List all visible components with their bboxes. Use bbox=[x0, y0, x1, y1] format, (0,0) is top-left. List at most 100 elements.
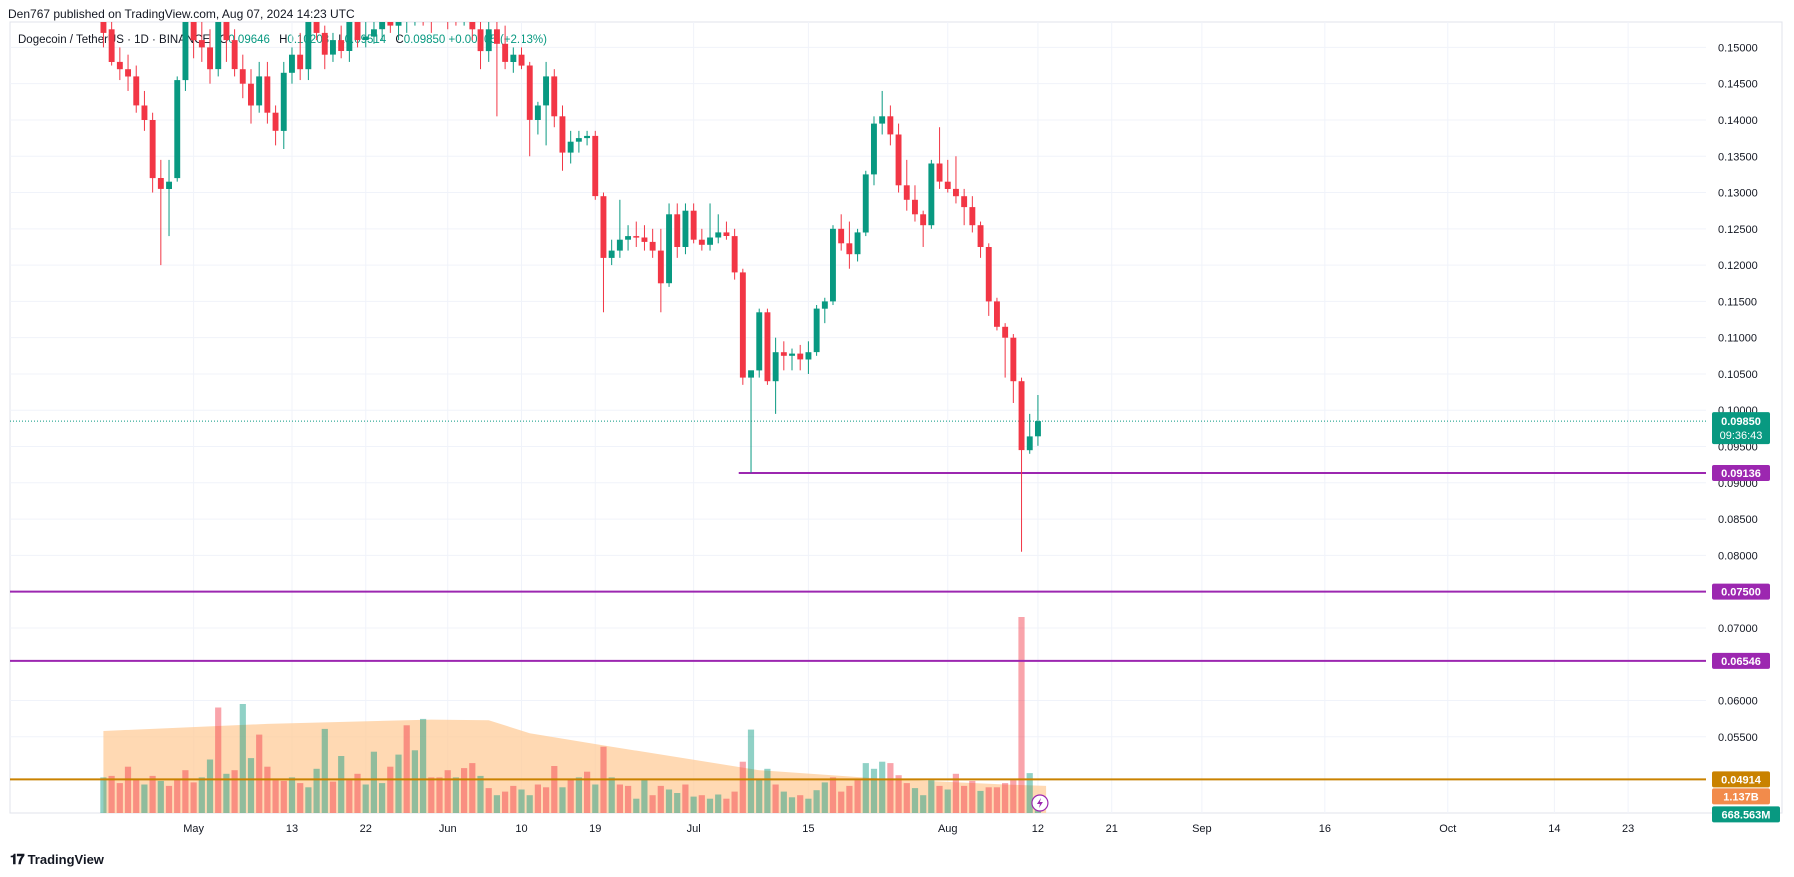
candle-body bbox=[526, 65, 533, 120]
volume-ma-badge: 668.563M bbox=[1712, 806, 1780, 823]
candle-body bbox=[313, 22, 320, 33]
volume-bar bbox=[780, 791, 787, 813]
candle bbox=[698, 228, 705, 251]
x-tick-label: 15 bbox=[802, 823, 814, 835]
candle-body bbox=[272, 112, 279, 131]
close-value: 0.09850 bbox=[403, 34, 446, 46]
x-tick-label: May bbox=[183, 823, 204, 835]
volume-bar bbox=[1026, 773, 1033, 813]
candle bbox=[510, 47, 517, 73]
candle-body bbox=[485, 29, 492, 52]
volume-bar bbox=[829, 777, 837, 813]
volume-bar bbox=[280, 780, 287, 813]
candle-body bbox=[100, 22, 107, 33]
volume-bars bbox=[100, 617, 1041, 813]
y-tick-label: 0.13500 bbox=[1718, 151, 1758, 163]
volume-bar bbox=[747, 729, 755, 813]
candle bbox=[149, 112, 156, 193]
candle bbox=[280, 61, 287, 149]
candle bbox=[813, 305, 820, 356]
candle bbox=[649, 228, 656, 258]
volume-bar bbox=[584, 771, 591, 813]
candle bbox=[231, 29, 238, 77]
candle bbox=[666, 203, 672, 287]
y-tick-label: 0.06000 bbox=[1718, 696, 1758, 708]
volume-bar bbox=[1018, 617, 1025, 813]
candle bbox=[821, 297, 828, 324]
y-tick-label: 0.11000 bbox=[1718, 333, 1757, 345]
candle bbox=[116, 47, 123, 81]
volume-bar bbox=[1002, 783, 1009, 813]
candle bbox=[731, 228, 738, 280]
volume-level-badge: 0.04914 bbox=[1712, 771, 1770, 788]
candle-body bbox=[739, 272, 746, 378]
candle bbox=[871, 116, 877, 186]
volume-bar bbox=[124, 766, 132, 813]
candle bbox=[362, 22, 369, 48]
candle-body bbox=[912, 199, 918, 215]
candle-body bbox=[821, 301, 828, 309]
level-badge: 0.09136 bbox=[1712, 464, 1770, 481]
volume-bar bbox=[682, 784, 689, 813]
candle bbox=[985, 243, 992, 316]
candle bbox=[862, 170, 869, 237]
last-price-badge-bg bbox=[1712, 412, 1770, 445]
volume-bar bbox=[403, 725, 410, 813]
y-tick-label: 0.09500 bbox=[1718, 442, 1758, 454]
lightning-icon bbox=[1031, 794, 1049, 812]
tradingview-logo[interactable]: 𝟏𝟕 TradingView bbox=[10, 851, 104, 868]
candle-body bbox=[305, 22, 312, 70]
candle bbox=[772, 337, 779, 414]
candle bbox=[756, 308, 763, 378]
candle bbox=[608, 239, 615, 266]
volume-bar bbox=[510, 785, 517, 813]
candle bbox=[887, 105, 894, 146]
candle bbox=[395, 22, 402, 41]
volume-bar bbox=[821, 782, 828, 813]
candle-body bbox=[608, 250, 615, 258]
volume-bar bbox=[108, 775, 115, 813]
candle bbox=[715, 214, 722, 244]
candle-body bbox=[920, 214, 927, 226]
tradingview-logo-text: TradingView bbox=[27, 852, 104, 867]
candle bbox=[518, 47, 525, 70]
candle bbox=[141, 90, 148, 131]
candle-body bbox=[420, 4, 426, 11]
candle-body bbox=[494, 29, 500, 44]
candle-body bbox=[387, 22, 394, 26]
volume-bar bbox=[141, 784, 148, 813]
volume-bar bbox=[764, 768, 771, 813]
candle bbox=[166, 159, 172, 237]
volume-bar bbox=[444, 770, 451, 813]
candle-body bbox=[633, 236, 640, 238]
last-price-label: 0.09850 bbox=[1721, 416, 1761, 428]
tradingview-logo-icon: 𝟏𝟕 bbox=[10, 851, 25, 867]
candle bbox=[559, 105, 566, 171]
candle-body bbox=[715, 232, 722, 238]
level-badge: 0.06546 bbox=[1712, 652, 1770, 669]
candle bbox=[895, 123, 902, 193]
volume-bar bbox=[206, 759, 214, 813]
volume-bar bbox=[739, 761, 746, 813]
candle bbox=[994, 297, 1000, 331]
candle bbox=[764, 308, 771, 385]
candle bbox=[437, 0, 443, 22]
candle bbox=[182, 22, 189, 91]
candle bbox=[690, 203, 697, 244]
candle-body bbox=[551, 76, 558, 117]
volume-bar bbox=[379, 783, 386, 813]
candle bbox=[502, 25, 509, 70]
countdown-label: 09:36:43 bbox=[1720, 430, 1763, 442]
y-tick-label: 0.14000 bbox=[1718, 115, 1758, 127]
candle-body bbox=[690, 210, 697, 240]
volume-bar bbox=[788, 797, 796, 813]
volume-bar bbox=[100, 777, 107, 813]
x-axis: May 13 22 Jun 10 19 Jul 15 Aug 12 21 Sep 16 Oct 14 23 bbox=[183, 823, 1634, 835]
candle bbox=[248, 69, 254, 124]
candle bbox=[215, 22, 222, 77]
candle-body bbox=[215, 22, 222, 70]
y-tick-label: 0.15000 bbox=[1718, 42, 1758, 54]
volume-bar bbox=[608, 777, 615, 813]
volume-bar bbox=[797, 795, 804, 813]
